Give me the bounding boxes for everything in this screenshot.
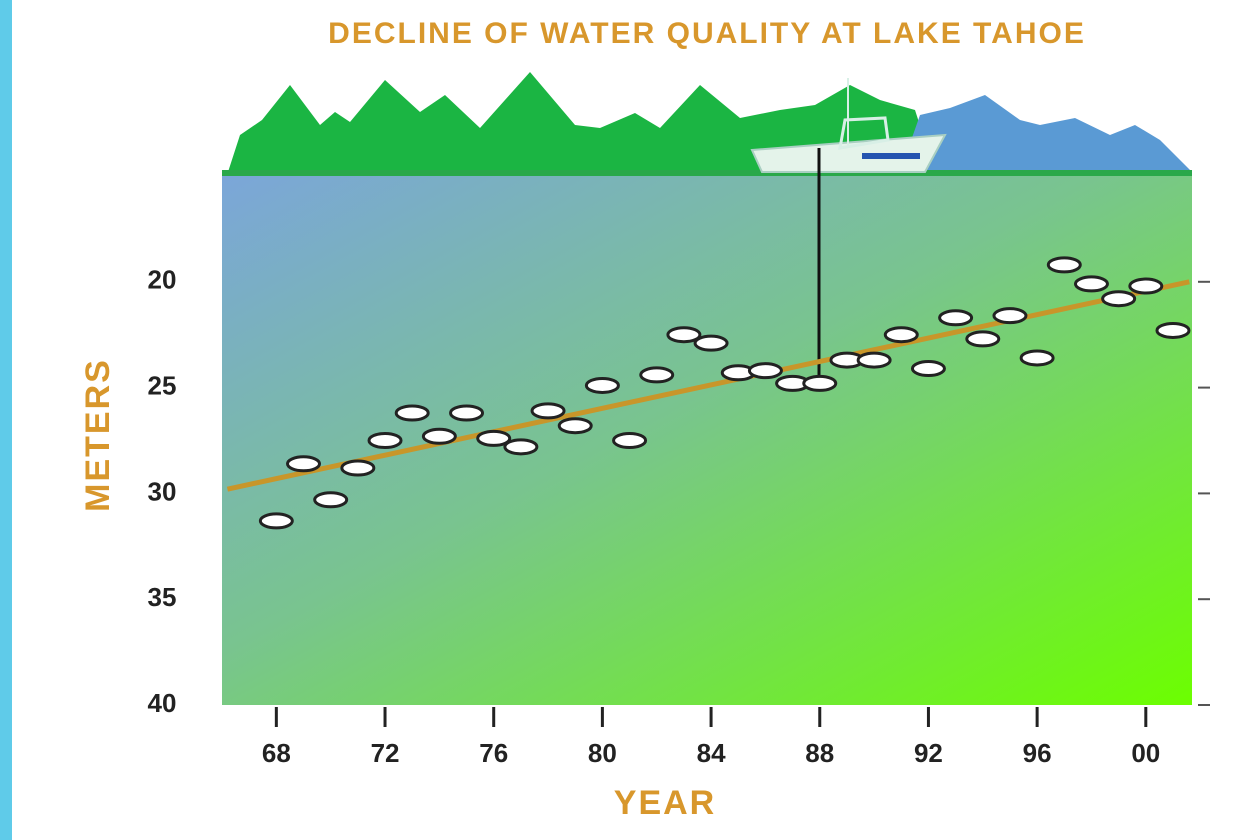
data-point bbox=[747, 362, 783, 380]
data-point bbox=[258, 512, 294, 530]
y-axis-title: METERS bbox=[79, 358, 117, 512]
trend-line bbox=[226, 279, 1190, 492]
plot-area bbox=[222, 176, 1192, 705]
y-tick-label: 25 bbox=[148, 370, 177, 400]
y-tick-label: 20 bbox=[148, 265, 177, 295]
chart-title: DECLINE OF WATER QUALITY AT LAKE TAHOE bbox=[328, 17, 1086, 50]
x-tick-label: 84 bbox=[697, 738, 726, 768]
x-tick-label: 92 bbox=[914, 738, 943, 768]
data-point bbox=[938, 309, 974, 327]
data-point bbox=[1019, 349, 1055, 367]
data-point bbox=[1073, 275, 1109, 293]
data-point bbox=[503, 438, 539, 456]
data-point bbox=[992, 307, 1028, 325]
boat-stripe bbox=[862, 153, 920, 159]
data-point bbox=[666, 326, 702, 344]
data-point bbox=[313, 491, 349, 509]
mountains-blue bbox=[900, 95, 1190, 172]
shore bbox=[222, 170, 1192, 176]
x-axis-title: YEAR bbox=[614, 784, 716, 822]
data-point bbox=[557, 417, 593, 435]
x-tick-label: 76 bbox=[479, 738, 508, 768]
data-point bbox=[910, 360, 946, 378]
boat-cabin bbox=[838, 116, 890, 150]
data-point bbox=[530, 402, 566, 420]
data-point bbox=[1128, 277, 1164, 295]
x-tick-label: 80 bbox=[588, 738, 617, 768]
data-point bbox=[421, 427, 457, 445]
data-point bbox=[883, 326, 919, 344]
y-tick-label: 35 bbox=[148, 582, 177, 612]
data-point bbox=[449, 404, 485, 422]
data-point bbox=[612, 432, 648, 449]
data-point bbox=[965, 330, 1001, 348]
data-point bbox=[639, 366, 675, 384]
data-point bbox=[367, 432, 403, 449]
data-point bbox=[476, 429, 512, 447]
x-tick-label: 96 bbox=[1023, 738, 1052, 768]
y-tick-label: 30 bbox=[148, 476, 177, 506]
data-point bbox=[1155, 321, 1191, 339]
mountains-green bbox=[228, 72, 935, 172]
data-point bbox=[584, 376, 620, 394]
data-point bbox=[394, 404, 430, 422]
data-point bbox=[286, 455, 322, 473]
data-point bbox=[1101, 290, 1137, 308]
data-point bbox=[693, 334, 729, 352]
y-tick-label: 40 bbox=[148, 688, 177, 718]
x-tick-label: 72 bbox=[371, 738, 400, 768]
data-point bbox=[1046, 256, 1082, 274]
data-point bbox=[856, 351, 892, 369]
x-tick-label: 00 bbox=[1131, 738, 1160, 768]
data-point bbox=[802, 374, 838, 392]
x-tick-label: 68 bbox=[262, 738, 291, 768]
data-point bbox=[340, 459, 376, 477]
x-tick-label: 88 bbox=[805, 738, 834, 768]
